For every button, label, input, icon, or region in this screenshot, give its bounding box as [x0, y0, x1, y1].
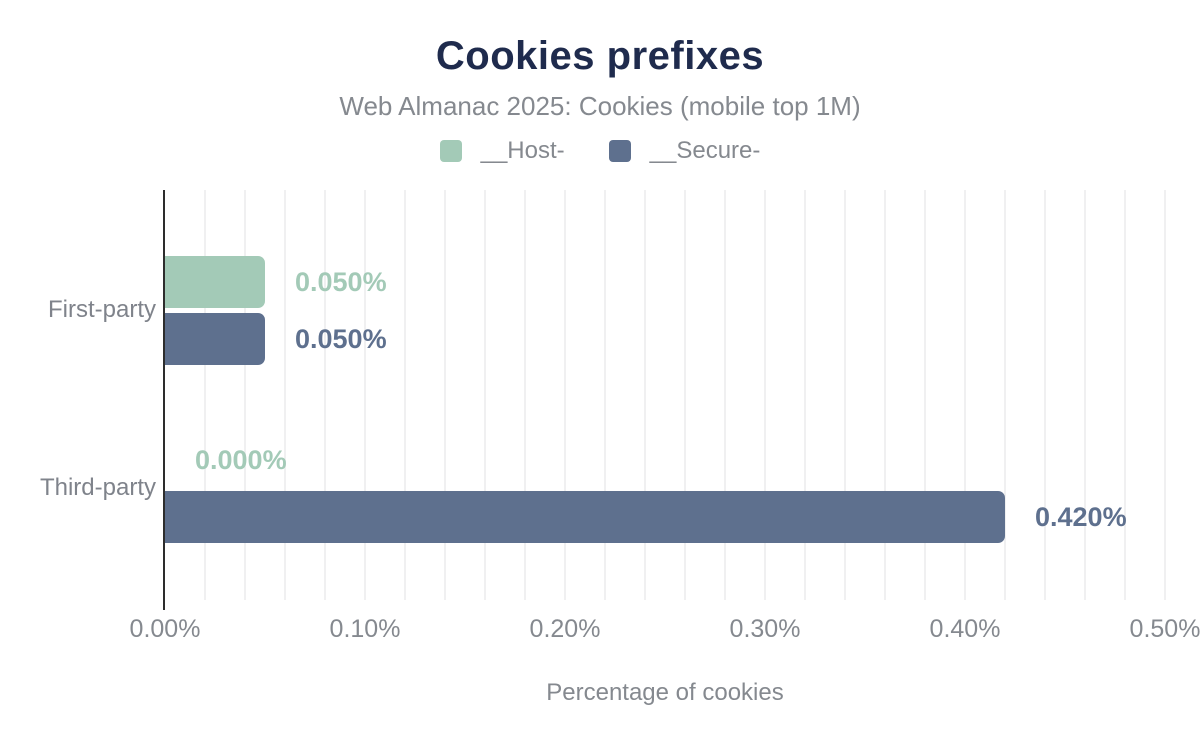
bar-first-party-secure[interactable]	[165, 312, 265, 365]
gridline	[964, 190, 966, 600]
x-tick-label: 0.30%	[729, 615, 801, 643]
gridline	[804, 190, 806, 600]
gridline	[1164, 190, 1166, 600]
bar-first-party-host[interactable]	[165, 255, 265, 308]
legend-label-secure: __Secure-	[649, 137, 761, 164]
value-label: 0.050%	[295, 266, 387, 297]
gridline	[324, 190, 326, 600]
host-swatch-icon	[439, 140, 462, 162]
legend-label-host: __Host-	[480, 137, 565, 164]
gridline	[844, 190, 846, 600]
gridline	[364, 190, 366, 600]
gridline	[644, 190, 646, 600]
gridline	[724, 190, 726, 600]
chart-title: Cookies prefixes	[435, 34, 765, 78]
gridline	[884, 190, 886, 600]
gridline	[444, 190, 446, 600]
x-tick-label: 0.50%	[1129, 615, 1200, 643]
x-axis-title: Percentage of cookies	[546, 679, 784, 706]
bar-third-party-secure[interactable]	[165, 490, 1005, 543]
gridline	[924, 190, 926, 600]
x-tick-label: 0.10%	[329, 615, 401, 643]
gridline	[244, 190, 246, 600]
gridline	[1084, 190, 1086, 600]
gridline	[764, 190, 766, 600]
gridline	[284, 190, 286, 600]
x-tick-label: 0.40%	[929, 615, 1001, 643]
gridline	[404, 190, 406, 600]
legend: __Host- __Secure-	[0, 137, 1200, 165]
gridline	[1004, 190, 1006, 600]
gridline	[564, 190, 566, 600]
legend-item-host[interactable]: __Host-	[439, 137, 565, 165]
x-tick-label: 0.00%	[129, 615, 201, 643]
category-label-third-party: Third-party	[39, 474, 156, 501]
gridline	[684, 190, 686, 600]
gridline	[604, 190, 606, 600]
category-label-first-party: First-party	[48, 296, 156, 323]
legend-item-secure[interactable]: __Secure-	[608, 137, 761, 165]
gridline	[204, 190, 206, 600]
x-tick-label: 0.20%	[529, 615, 601, 643]
gridline	[484, 190, 486, 600]
y-axis-line	[163, 190, 165, 610]
value-label: 0.000%	[195, 444, 287, 475]
chart-subtitle: Web Almanac 2025: Cookies (mobile top 1M…	[339, 91, 861, 121]
gridline	[524, 190, 526, 600]
value-label: 0.420%	[1035, 501, 1127, 532]
value-label: 0.050%	[295, 323, 387, 354]
gridline	[1124, 190, 1126, 600]
gridline	[1044, 190, 1046, 600]
plot-area: 0.050% 0.000% 0.050% 0.420%	[163, 190, 1166, 610]
secure-swatch-icon	[608, 140, 631, 162]
